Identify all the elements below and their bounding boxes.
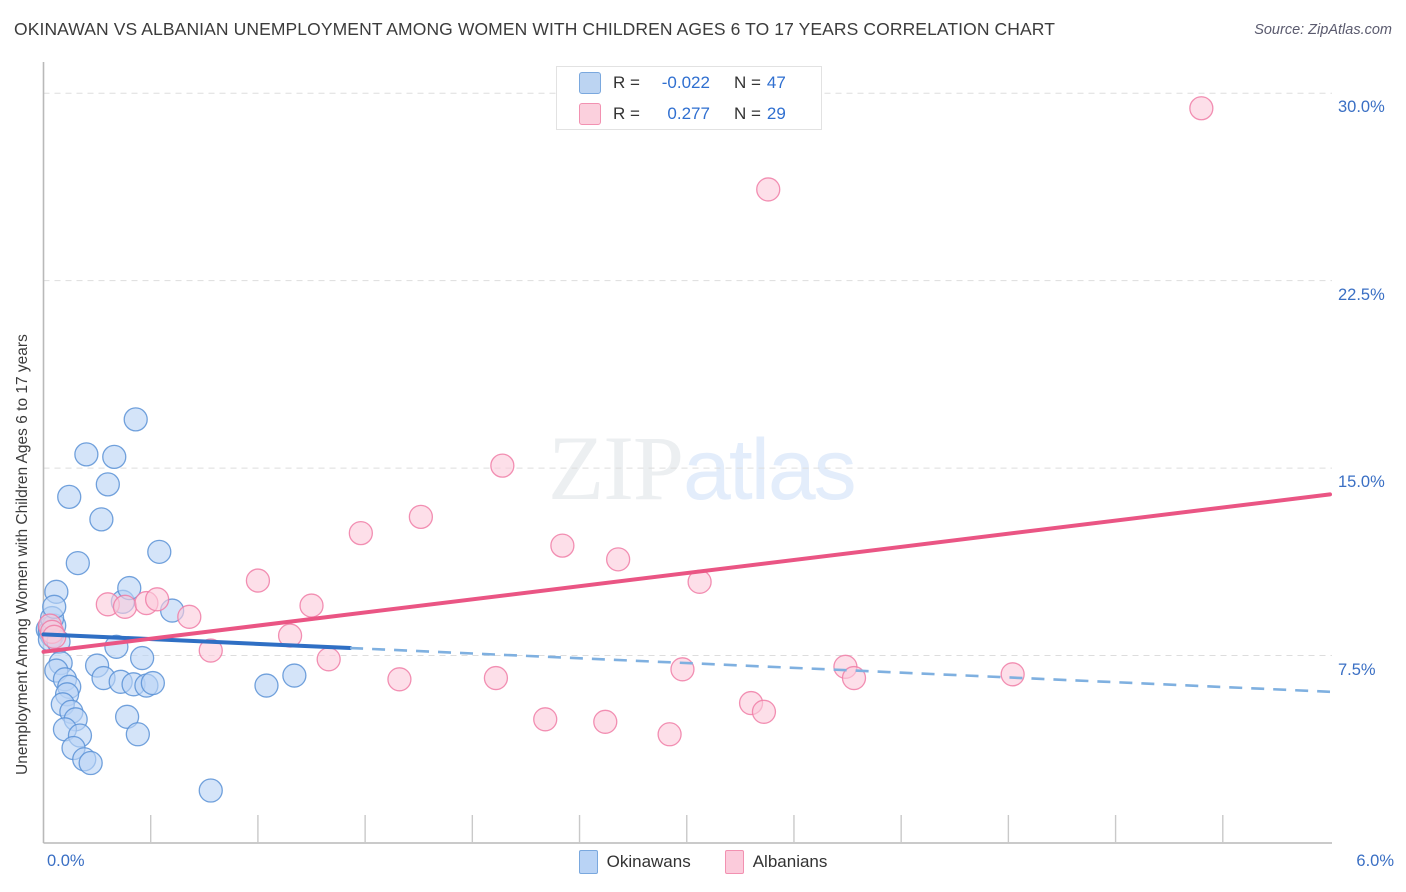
correlation-stats-box: R = -0.022 N = 47 R = 0.277 N = 29 — [556, 66, 822, 130]
scatter-point — [125, 722, 150, 747]
y-axis-tick-label: 30.0% — [1338, 98, 1385, 117]
r-label: R = — [613, 73, 640, 92]
gridlines — [43, 92, 1332, 657]
scatter-point — [177, 604, 202, 629]
x-axis-ticks — [150, 815, 1224, 843]
n-value: 47 — [766, 73, 786, 92]
scatter-point — [74, 442, 99, 467]
scatter-point — [282, 663, 307, 688]
x-axis-max-label: 6.0% — [1356, 852, 1394, 870]
r-value: 0.277 — [667, 104, 710, 123]
scatter-point — [198, 638, 223, 663]
x-axis-min-label: 0.0% — [47, 852, 85, 870]
trendline-albanians — [41, 492, 1332, 654]
stats-swatch-okinawans — [579, 72, 601, 94]
trendline-okinawans — [41, 632, 1331, 694]
scatter-point — [670, 657, 695, 682]
y-axis-tick-label: 15.0% — [1338, 473, 1385, 492]
scatter-point — [112, 594, 138, 619]
scatter-point — [57, 484, 82, 510]
scatter-points-albanians — [37, 96, 1214, 747]
y-axis-tick-label: 7.5% — [1338, 660, 1376, 679]
stats-row-albanians: R = 0.277 N = 29 — [557, 98, 786, 130]
scatter-point — [140, 670, 166, 696]
scatter-point — [89, 507, 114, 532]
series-legend: Okinawans Albanians — [0, 850, 1406, 874]
scatter-point — [408, 504, 434, 529]
source-attribution: Source: ZipAtlas.com — [1254, 22, 1392, 38]
scatter-point — [550, 533, 575, 558]
scatter-point — [1000, 662, 1025, 687]
r-label: R = — [613, 104, 640, 123]
scatter-point — [605, 547, 631, 572]
scatter-point — [348, 520, 373, 546]
n-label: N = — [733, 73, 761, 92]
stats-swatch-albanians — [579, 103, 601, 125]
scatter-point — [490, 453, 515, 478]
scatter-point — [245, 568, 271, 593]
y-axis-tick-label: 22.5% — [1338, 285, 1385, 304]
legend-label-okinawans: Okinawans — [606, 852, 691, 871]
scatter-point — [144, 587, 170, 612]
stats-text-okinawans: R = -0.022 N = 47 — [613, 73, 786, 93]
scatter-point — [114, 704, 140, 729]
scatter-point — [533, 707, 558, 732]
legend-label-albanians: Albanians — [752, 852, 828, 871]
legend-swatch-okinawans — [578, 850, 598, 874]
n-label: N = — [733, 104, 761, 123]
scatter-point — [147, 539, 172, 564]
scatter-point — [198, 778, 223, 803]
stats-row-okinawans: R = -0.022 N = 47 — [557, 67, 786, 99]
scatter-point — [299, 593, 324, 618]
n-value: 29 — [766, 104, 786, 123]
scatter-point — [65, 550, 90, 576]
legend-swatch-albanians — [724, 850, 744, 874]
scatter-point — [95, 472, 120, 497]
scatter-points-okinawans — [35, 407, 307, 803]
legend-item-okinawans[interactable]: Okinawans — [578, 850, 691, 874]
page-title: OKINAWAN VS ALBANIAN UNEMPLOYMENT AMONG … — [14, 19, 1056, 39]
r-value: -0.022 — [661, 73, 710, 92]
scatter-point — [316, 647, 341, 672]
scatter-point — [387, 667, 412, 692]
scatter-point — [483, 665, 509, 691]
scatter-point — [102, 444, 127, 470]
scatter-point — [657, 722, 682, 747]
stats-text-albanians: R = 0.277 N = 29 — [613, 104, 786, 124]
scatter-point — [254, 673, 279, 698]
scatter-point — [1189, 96, 1214, 121]
scatter-point — [123, 407, 148, 432]
legend-item-albanians[interactable]: Albanians — [724, 850, 828, 874]
scatter-point — [129, 645, 155, 671]
scatter-point — [841, 665, 867, 691]
scatter-point — [751, 699, 777, 724]
axis-lines — [42, 62, 1332, 844]
scatter-point — [593, 709, 618, 734]
scatter-point — [78, 750, 103, 776]
scatter-point — [756, 177, 781, 202]
